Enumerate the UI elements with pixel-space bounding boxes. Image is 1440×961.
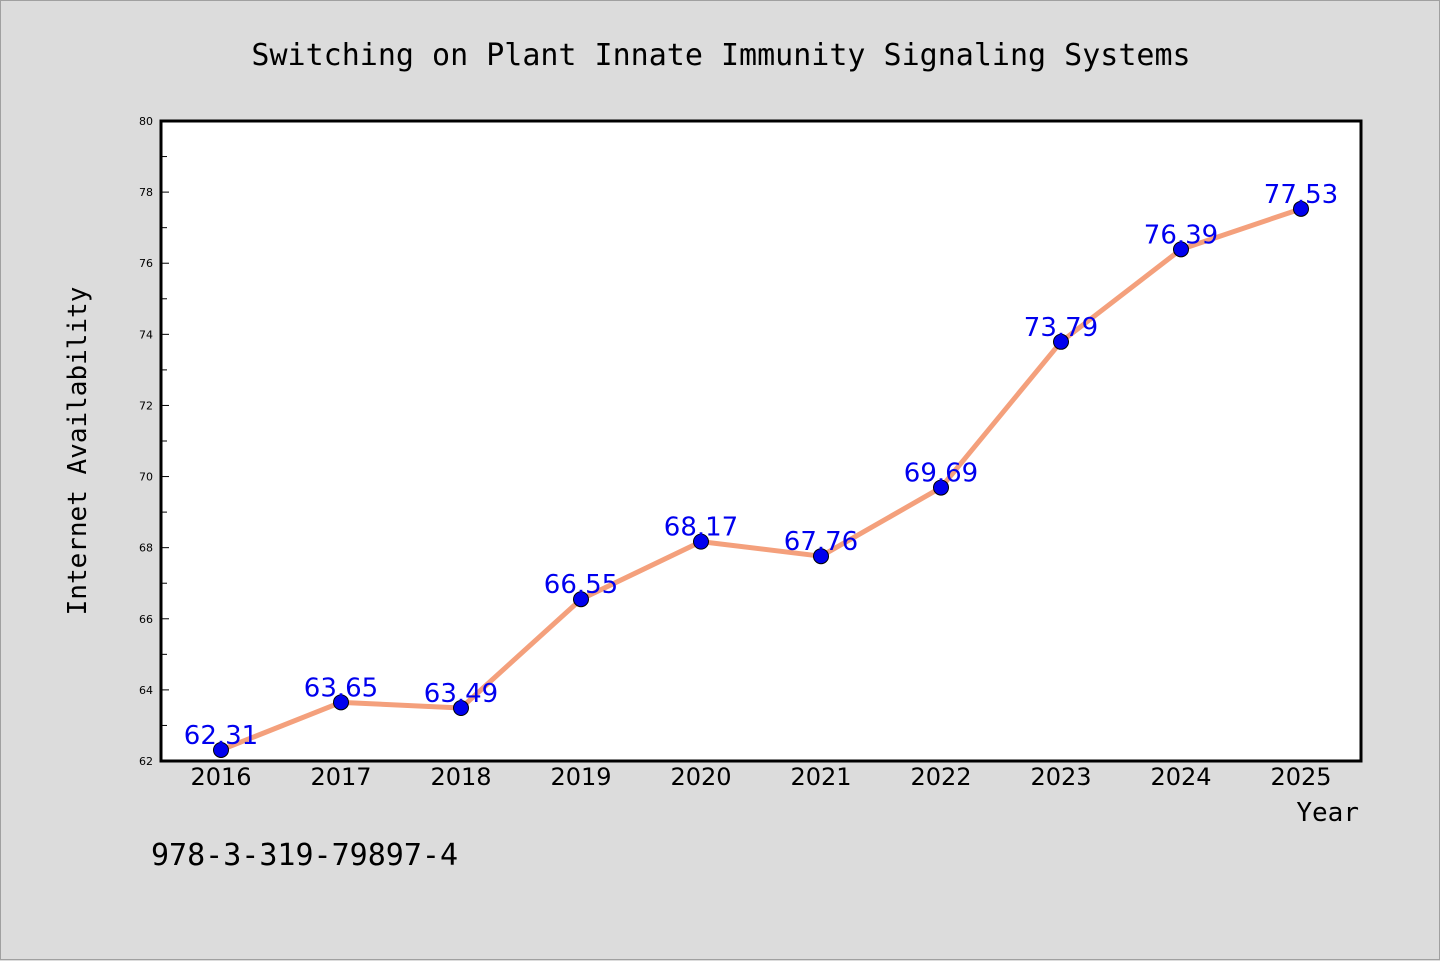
- x-axis: 2016 2017 2018 2019 2020 2021 2022 2023 2024 2025: [190, 763, 1331, 791]
- y-tick-label: 66: [139, 613, 153, 626]
- data-label: 62.31: [184, 721, 258, 751]
- y-axis-label: Internet Availability: [63, 287, 93, 616]
- x-tick-label: 2020: [670, 763, 731, 791]
- data-label: 73.79: [1024, 313, 1098, 343]
- data-point: [1173, 241, 1189, 258]
- x-tick-label: 2023: [1030, 763, 1091, 791]
- data-point: [573, 591, 589, 608]
- data-label: 63.49: [424, 679, 498, 709]
- x-tick-label: 2025: [1270, 763, 1331, 791]
- x-axis-label: Year: [1296, 798, 1359, 828]
- data-point: [213, 741, 229, 758]
- x-tick-label: 2022: [910, 763, 971, 791]
- x-tick-label: 2021: [790, 763, 851, 791]
- chart-title: Switching on Plant Innate Immunity Signa…: [251, 38, 1190, 73]
- data-point: [813, 548, 829, 565]
- x-tick-label: 2016: [190, 763, 251, 791]
- plot-area: [159, 119, 1363, 763]
- y-tick-label: 68: [139, 542, 153, 555]
- x-tick-label: 2017: [310, 763, 371, 791]
- y-tick-label: 74: [139, 328, 153, 341]
- data-label: 68.17: [664, 513, 738, 543]
- y-tick-label: 64: [139, 684, 153, 697]
- data-point: [693, 533, 709, 550]
- y-tick-label: 76: [139, 257, 153, 270]
- data-label: 66.55: [544, 570, 618, 600]
- x-tick-label: 2019: [550, 763, 611, 791]
- y-tick-label: 78: [139, 186, 153, 199]
- y-tick-label: 70: [139, 471, 153, 484]
- data-labels: 62.31 63.65 63.49 66.55 68.17 67.76 69.69 73.79…: [184, 180, 1338, 751]
- data-label: 77.53: [1264, 180, 1338, 210]
- y-tick-label: 80: [139, 115, 153, 128]
- x-tick-label: 2024: [1150, 763, 1211, 791]
- series-line: [218, 206, 1304, 753]
- y-tick-label: 72: [139, 399, 153, 412]
- data-label: 63.65: [304, 673, 378, 703]
- data-label: 67.76: [784, 527, 858, 557]
- data-point: [453, 700, 469, 717]
- data-point: [333, 694, 349, 711]
- data-label: 69.69: [904, 459, 978, 489]
- data-label: 76.39: [1144, 220, 1218, 250]
- y-axis: 62 64 66 68 70 72 74 76 78 80: [139, 115, 169, 768]
- y-tick-label: 62: [139, 755, 153, 768]
- x-tick-label: 2018: [430, 763, 491, 791]
- data-point: [1053, 333, 1069, 350]
- data-point: [1293, 200, 1309, 217]
- isbn-footer: 978-3-319-79897-4: [151, 838, 458, 873]
- series-group: [213, 200, 1309, 758]
- data-point: [933, 479, 949, 496]
